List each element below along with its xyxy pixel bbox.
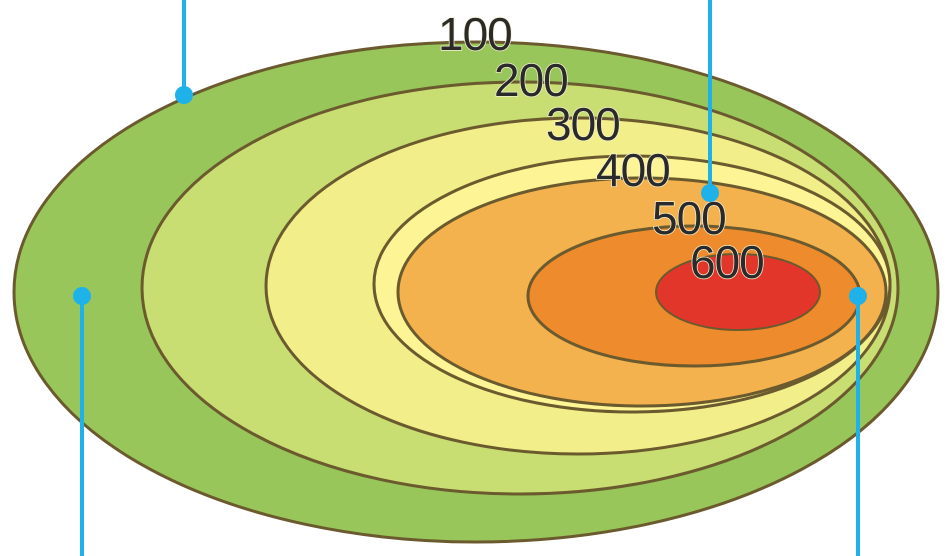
pointer-dot: [73, 287, 91, 305]
contour-label-100: 100: [438, 8, 512, 60]
contour-label-400: 400: [596, 144, 670, 196]
pointer-dot: [849, 287, 867, 305]
pointer-dot: [175, 86, 193, 104]
contour-label-300: 300: [546, 98, 620, 150]
peak-area: [655, 253, 821, 331]
contour-label-200: 200: [494, 54, 568, 106]
pointer-dot: [701, 184, 719, 202]
pointer-top-left: [175, 0, 193, 104]
pointer-top-center: [701, 0, 719, 202]
contour-label-600: 600: [690, 236, 764, 288]
pointer-bottom-left: [73, 287, 91, 556]
pointer-bottom-right: [849, 287, 867, 556]
